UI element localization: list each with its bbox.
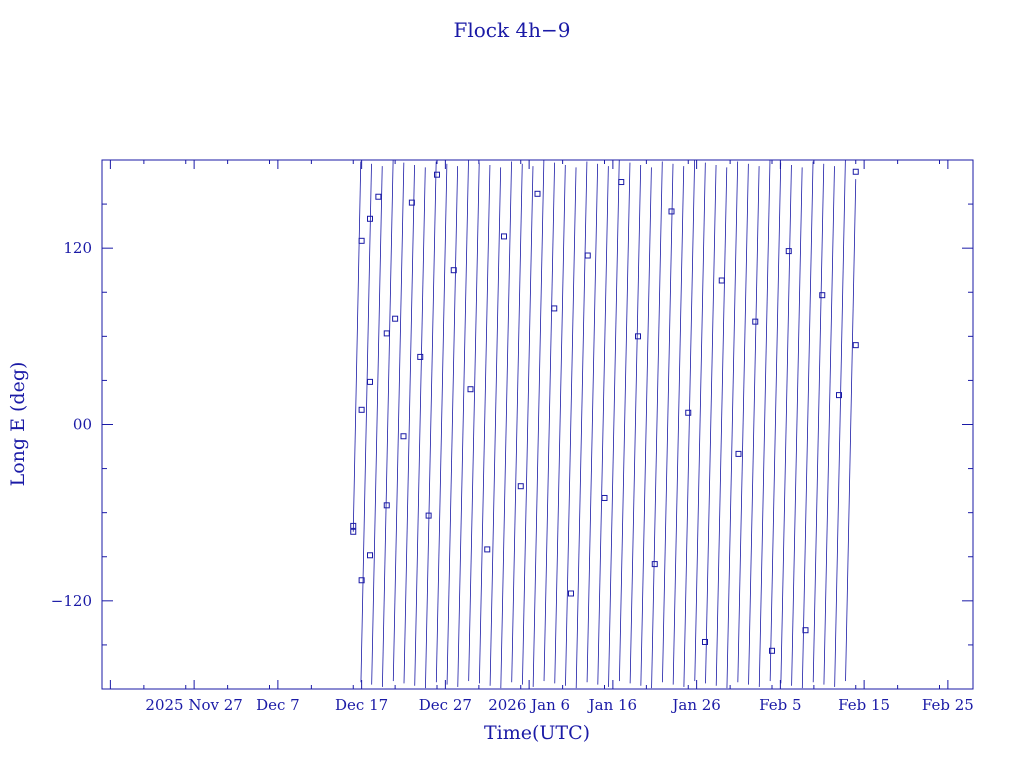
data-point-marker (651, 561, 658, 568)
data-point-marker (802, 627, 809, 634)
data-point-marker (534, 190, 541, 197)
x-tick-label: 2026 Jan 6 (488, 696, 570, 714)
data-point-marker (819, 292, 826, 299)
chart-title: Flock 4h−9 (453, 18, 570, 42)
data-point-marker (517, 483, 524, 490)
data-point-marker (408, 199, 415, 206)
data-point-marker (367, 552, 373, 559)
orbit-traces (352, 160, 857, 689)
x-tick-label: Feb 5 (759, 696, 801, 714)
data-markers (350, 168, 859, 654)
data-point-marker (367, 215, 373, 222)
x-tick-labels: 2025 Nov 27 Dec 7 Dec 17 Dec 27 2026 Jan 6 Ja… (145, 696, 973, 714)
data-point-marker (852, 342, 859, 349)
data-point-marker (718, 277, 725, 284)
data-point-marker (852, 168, 859, 175)
longitude-trace (352, 160, 857, 689)
data-point-marker (350, 522, 357, 529)
y-tick-label: −120 (51, 592, 92, 610)
data-point-marker (785, 248, 792, 255)
data-point-marker (601, 494, 608, 501)
data-point-marker (735, 450, 742, 457)
data-point-marker (752, 318, 759, 325)
data-point-marker (769, 647, 775, 654)
data-point-marker (358, 577, 365, 584)
data-point-marker (685, 409, 692, 416)
x-tick-label: Jan 16 (587, 696, 637, 714)
data-point-marker (467, 386, 474, 393)
data-point-marker (400, 433, 407, 440)
data-point-marker (551, 305, 558, 312)
x-tick-label: Dec 7 (256, 696, 300, 714)
data-point-marker (392, 315, 399, 322)
data-point-marker (350, 528, 357, 535)
data-point-marker (358, 237, 365, 244)
data-point-marker (702, 638, 708, 645)
data-point-marker (484, 546, 491, 553)
data-point-marker (668, 208, 675, 215)
x-tick-label: Jan 26 (670, 696, 720, 714)
x-tick-label: 2025 Nov 27 (145, 696, 242, 714)
data-point-marker (383, 502, 390, 509)
tick-marks (101, 159, 973, 690)
data-point-marker (450, 267, 457, 274)
data-point-marker (568, 590, 574, 597)
y-tick-label: 120 (63, 239, 92, 257)
data-point-marker (375, 193, 382, 200)
data-point-marker (425, 512, 432, 519)
plot-frame (101, 159, 974, 690)
data-point-marker (501, 233, 507, 240)
x-tick-label: Dec 17 (335, 696, 388, 714)
data-point-marker (383, 330, 390, 337)
data-point-marker (635, 333, 641, 340)
data-point-marker (836, 392, 842, 399)
data-point-marker (358, 406, 365, 413)
data-point-marker (584, 252, 591, 259)
y-tick-labels: −120 00 120 (51, 239, 92, 610)
x-tick-label: Feb 25 (922, 696, 974, 714)
x-axis-label: Time(UTC) (484, 722, 590, 744)
x-tick-label: Feb 15 (838, 696, 890, 714)
y-tick-label: 00 (73, 416, 92, 434)
data-point-marker (417, 353, 424, 360)
x-tick-label: Dec 27 (419, 696, 472, 714)
data-point-marker (618, 179, 625, 186)
data-point-marker (434, 171, 440, 178)
y-axis-label: Long E (deg) (7, 362, 29, 487)
data-point-marker (367, 378, 373, 385)
